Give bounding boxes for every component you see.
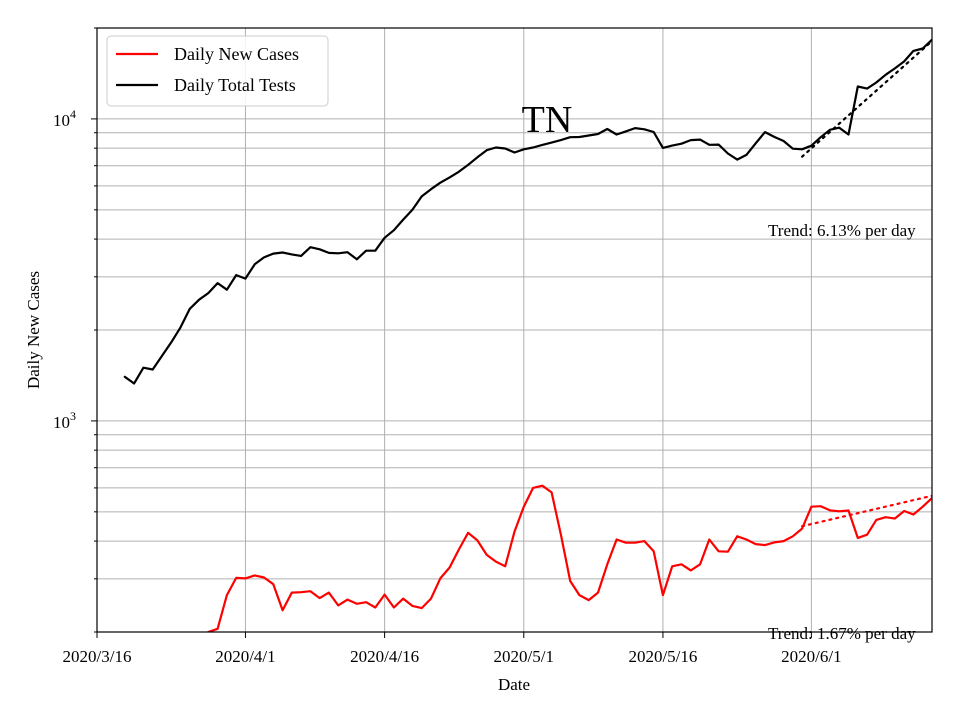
x-tick-label: 2020/4/16 (350, 647, 419, 666)
trend-line-tests (801, 39, 932, 158)
x-tick-label: 2020/5/16 (628, 647, 697, 666)
grid-layer (96, 27, 932, 633)
series-line-daily-new-cases (207, 484, 932, 632)
x-tick-label: 2020/6/1 (781, 647, 841, 666)
x-axis-label: Date (498, 675, 530, 694)
y-tick-exponent: 3 (70, 409, 76, 423)
series-layer (123, 38, 932, 632)
trend-line-cases (801, 494, 932, 528)
x-tick-label: 2020/3/16 (63, 647, 132, 666)
series-line-daily-total-tests (123, 38, 932, 385)
y-axis-label: Daily New Cases (24, 271, 43, 389)
x-tick-label: 2020/4/1 (215, 647, 275, 666)
chart-title: TN (522, 99, 573, 141)
trend-layer (801, 39, 932, 528)
y-tick-exponent: 4 (70, 107, 76, 121)
legend-box (106, 35, 329, 107)
x-tick-label: 2020/5/1 (494, 647, 554, 666)
trend-label-tests: Trend: 6.13% per day (768, 221, 916, 240)
legend: Daily New Cases Daily Total Tests (106, 35, 329, 107)
trend-label-cases: Trend: 1.67% per day (768, 624, 916, 643)
legend-label-tests: Daily Total Tests (174, 75, 296, 95)
legend-label-cases: Daily New Cases (174, 44, 299, 64)
